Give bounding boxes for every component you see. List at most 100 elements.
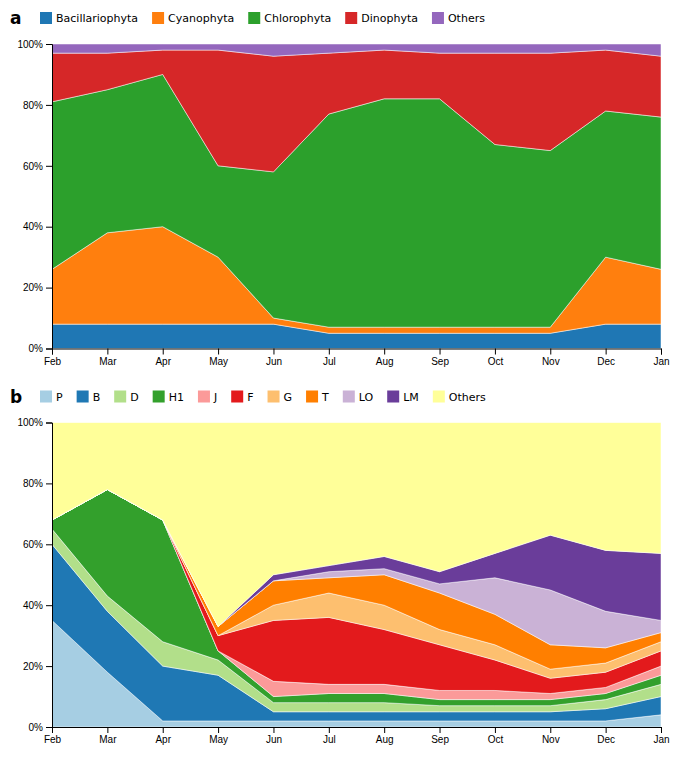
y-tick-mark	[46, 105, 52, 106]
x-tick-label: Feb	[44, 356, 62, 367]
y-tick-label: 40%	[23, 221, 43, 232]
y-tick: 40%	[23, 600, 52, 611]
y-tick: 100%	[17, 417, 52, 428]
y-tick-mark	[46, 727, 52, 728]
x-tick: Jul	[323, 727, 336, 745]
legend-item: Dinophyta	[345, 12, 418, 25]
legend: PBDH1JFGTLOLMOthers	[40, 391, 486, 404]
y-axis: 0% 20% 40% 60% 80% 100%	[17, 417, 52, 733]
legend-item: Others	[432, 12, 485, 25]
legend-label: LM	[403, 391, 419, 404]
x-tick-label: Sep	[431, 734, 449, 745]
legend-label: Others	[448, 12, 485, 25]
y-tick-label: 20%	[23, 282, 43, 293]
legend-item: F	[231, 391, 253, 404]
x-tick: Mar	[99, 727, 117, 745]
legend-swatch	[248, 12, 260, 24]
legend-item: J	[198, 391, 217, 404]
x-tick-label: Aug	[376, 356, 394, 367]
y-tick-mark	[46, 288, 52, 289]
y-tick: 0%	[29, 343, 52, 354]
legend-label: Chlorophyta	[264, 12, 331, 25]
y-tick: 20%	[23, 282, 52, 293]
x-tick: Sep	[431, 727, 449, 745]
legend-label: B	[93, 391, 101, 404]
y-tick-mark	[46, 666, 52, 667]
y-tick: 20%	[23, 661, 52, 672]
y-tick-label: 80%	[23, 478, 43, 489]
legend-item: LO	[343, 391, 374, 404]
x-tick-label: Jun	[266, 734, 282, 745]
x-tick: Apr	[155, 349, 171, 367]
y-tick-mark	[46, 483, 52, 484]
x-tick-mark	[107, 727, 108, 733]
legend-label: D	[130, 391, 138, 404]
legend-item: P	[40, 391, 63, 404]
x-tick-label: Nov	[542, 734, 560, 745]
panel: bPBDH1JFGTLOLMOthersFebMarAprMayJunJulAu…	[10, 387, 670, 746]
x-tick: Jun	[266, 349, 282, 367]
x-tick-mark	[329, 349, 330, 355]
x-tick-mark	[273, 349, 274, 355]
y-tick: 40%	[23, 221, 52, 232]
areas	[52, 44, 661, 349]
legend-item: B	[77, 391, 101, 404]
x-tick: Oct	[488, 727, 504, 745]
x-tick-mark	[218, 727, 219, 733]
legend-label: P	[56, 391, 63, 404]
x-tick-mark	[384, 349, 385, 355]
legend-label: H1	[169, 391, 184, 404]
y-tick: 80%	[23, 100, 52, 111]
legend-swatch	[198, 391, 210, 403]
legend-item: H1	[153, 391, 184, 404]
legend-swatch	[77, 391, 89, 403]
y-tick-label: 60%	[23, 539, 43, 550]
legend-swatch	[343, 391, 355, 403]
y-tick: 60%	[23, 161, 52, 172]
y-tick-label: 0%	[29, 722, 44, 733]
legend: BacillariophytaCyanophytaChlorophytaDino…	[40, 12, 485, 25]
legend-label: LO	[359, 391, 374, 404]
x-tick-label: Jul	[323, 734, 336, 745]
x-tick: Feb	[44, 727, 62, 745]
legend-swatch	[268, 391, 280, 403]
y-tick-mark	[46, 227, 52, 228]
legend-label: Dinophyta	[361, 12, 418, 25]
legend-label: T	[321, 391, 329, 404]
legend-label: G	[284, 391, 293, 404]
y-tick-label: 40%	[23, 600, 43, 611]
x-tick-mark	[440, 349, 441, 355]
x-tick: Dec	[597, 727, 615, 745]
legend-swatch	[114, 391, 126, 403]
legend-item: Bacillariophyta	[40, 12, 138, 25]
x-tick-mark	[661, 727, 662, 733]
legend-swatch	[231, 391, 243, 403]
title: a	[10, 8, 21, 28]
x-tick-mark	[661, 349, 662, 355]
x-tick: Nov	[542, 349, 560, 367]
x-tick-mark	[495, 727, 496, 733]
legend-item: D	[114, 391, 138, 404]
x-tick-mark	[107, 349, 108, 355]
y-tick-mark	[46, 349, 52, 350]
x-tick-label: May	[209, 734, 228, 745]
x-tick: Dec	[597, 349, 615, 367]
x-tick-label: Dec	[597, 734, 615, 745]
x-tick: Apr	[155, 727, 171, 745]
y-tick-label: 60%	[23, 161, 43, 172]
x-tick: Nov	[542, 727, 560, 745]
legend-label: F	[247, 391, 253, 404]
x-tick: May	[209, 727, 228, 745]
y-tick: 100%	[17, 39, 52, 50]
panel: a BacillariophytaCyanophytaChlorophytaDin…	[10, 8, 670, 367]
x-axis: FebMarAprMayJunJulAugSepOctNovDecJan	[44, 349, 670, 367]
x-tick: Aug	[376, 349, 394, 367]
y-axis-line	[46, 45, 53, 350]
x-tick: Mar	[99, 349, 117, 367]
x-tick-label: Oct	[488, 356, 504, 367]
x-tick-mark	[606, 727, 607, 733]
legend-swatch	[152, 12, 164, 24]
y-axis: 0% 20% 40% 60% 80% 100%	[17, 39, 52, 355]
x-tick-label: Dec	[597, 356, 615, 367]
x-tick: Jan	[653, 727, 669, 745]
